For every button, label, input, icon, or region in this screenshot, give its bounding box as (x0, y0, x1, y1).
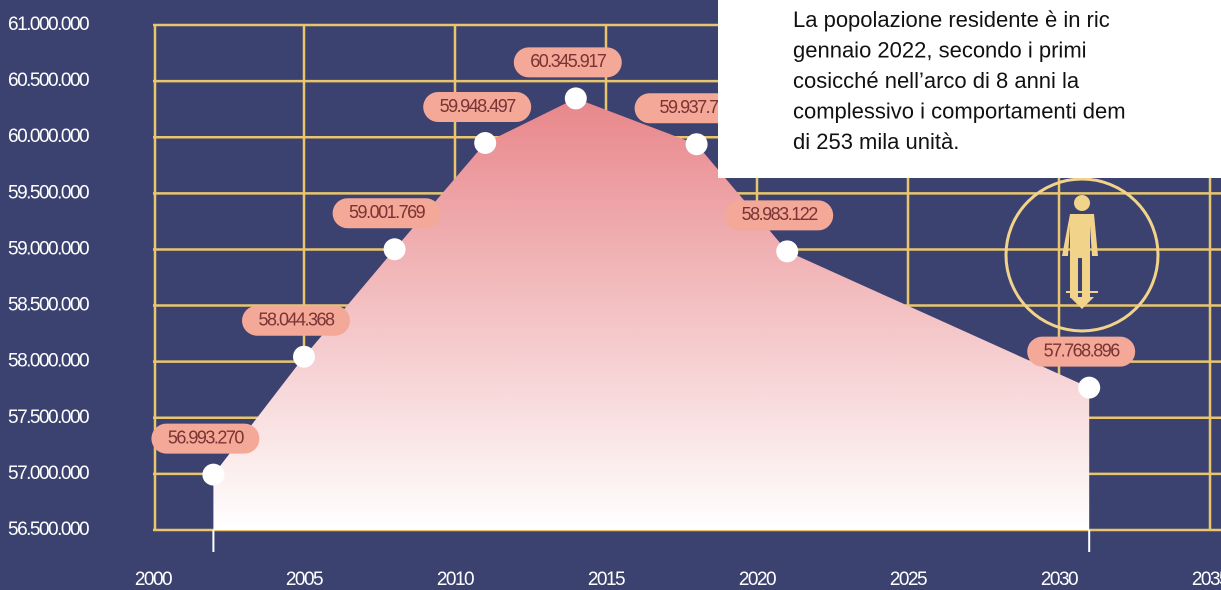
point (293, 345, 315, 368)
y-tick-label: 57.500.000 (8, 407, 89, 428)
annotation-box: La popolazione residente è in ric gennaio… (718, 0, 1221, 178)
annotation-line: di 253 mila unità. (793, 129, 959, 154)
point (383, 238, 406, 261)
value-label: 60.345.917 (530, 51, 607, 71)
value-label-bg (725, 200, 834, 231)
value-label: 59.937.7 (660, 97, 720, 117)
value-label-bg (151, 423, 260, 454)
y-tick-label: 61.000.000 (8, 14, 89, 35)
value-label: 57.768.896 (1044, 340, 1121, 360)
annotation-line: cosicché nell’arco di 8 anni la (793, 68, 1080, 93)
x-tick-label: 2020 (739, 569, 776, 590)
value-label-bg (513, 47, 622, 78)
value-label: 59.948.497 (440, 96, 517, 116)
value-label: 58.044.368 (258, 309, 335, 329)
y-tick-label: 60.000.000 (8, 126, 89, 147)
value-label: 56.993.270 (168, 427, 245, 447)
annotation-background (718, 0, 1221, 178)
annotation-line: complessivo i comportamenti dem (793, 99, 1126, 124)
point (474, 132, 497, 155)
value-label-bg (242, 305, 350, 336)
annotation-line: La popolazione residente è in ric (793, 7, 1110, 32)
y-tick-label: 58.000.000 (8, 351, 89, 372)
point (685, 133, 708, 156)
y-tick-label: 56.500.000 (8, 519, 89, 540)
point (202, 463, 225, 486)
y-tick-label: 59.000.000 (8, 238, 89, 259)
x-tick-label: 2015 (588, 569, 625, 590)
y-tick-label: 57.000.000 (8, 463, 89, 484)
point (1078, 376, 1101, 399)
x-tick-label: 2030 (1041, 569, 1078, 590)
y-tick-label: 59.500.000 (8, 182, 89, 203)
value-label-bg (634, 93, 743, 124)
icon (1004, 177, 1160, 333)
annotation-line: gennaio 2022, secondo i primi (793, 38, 1087, 63)
y-tick-label: 58.500.000 (8, 295, 89, 316)
x-tick-label: 2000 (135, 569, 172, 590)
x-tick-label: 2025 (890, 569, 927, 590)
point (564, 87, 587, 110)
x-tick-label: 2005 (286, 569, 323, 590)
x-tick-label: 2010 (437, 569, 474, 590)
value-label: 59.001.769 (349, 202, 426, 222)
value-label-bg (1027, 336, 1136, 367)
value-label-bg (423, 92, 532, 123)
y-tick-label: 60.500.000 (8, 70, 89, 91)
point (776, 240, 799, 263)
value-label-bg (332, 198, 441, 229)
marks: 56.993.270 58.044.368 59.001.769 59.948.497… (151, 47, 1136, 552)
value-label: 58.983.122 (742, 204, 819, 224)
